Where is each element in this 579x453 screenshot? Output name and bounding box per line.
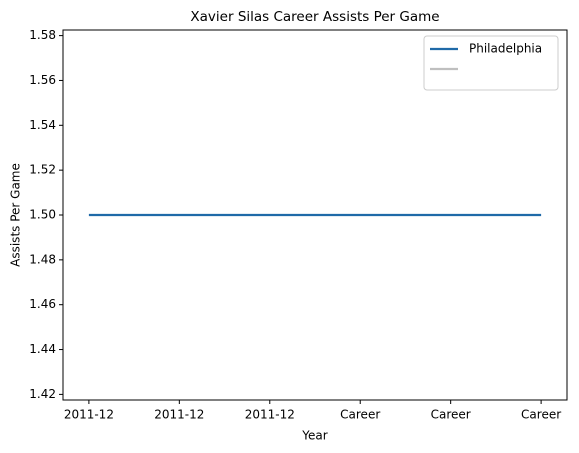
- x-axis-label: Year: [301, 429, 327, 443]
- y-tick-label: 1.56: [29, 73, 56, 87]
- x-tick-label: 2011-12: [64, 408, 114, 422]
- chart-title: Xavier Silas Career Assists Per Game: [190, 9, 439, 25]
- y-tick-label: 1.52: [29, 163, 56, 177]
- plot-frame: [62, 29, 568, 401]
- x-tick-label: Career: [431, 408, 471, 422]
- y-axis-label: Assists Per Game: [9, 163, 23, 267]
- x-tick-label: Career: [521, 408, 561, 422]
- y-tick-label: 1.50: [29, 208, 56, 222]
- y-tick-label: 1.58: [29, 28, 56, 42]
- x-tick-label: Career: [340, 408, 380, 422]
- y-tick-label: 1.46: [29, 297, 56, 311]
- x-tick-label: 2011-12: [245, 408, 295, 422]
- y-tick-label: 1.42: [29, 387, 56, 401]
- y-tick-label: 1.54: [29, 118, 56, 132]
- y-tick-label: 1.48: [29, 252, 56, 266]
- x-tick-label: 2011-12: [154, 408, 204, 422]
- legend-label: Philadelphia: [469, 42, 542, 56]
- y-tick-label: 1.44: [29, 342, 56, 356]
